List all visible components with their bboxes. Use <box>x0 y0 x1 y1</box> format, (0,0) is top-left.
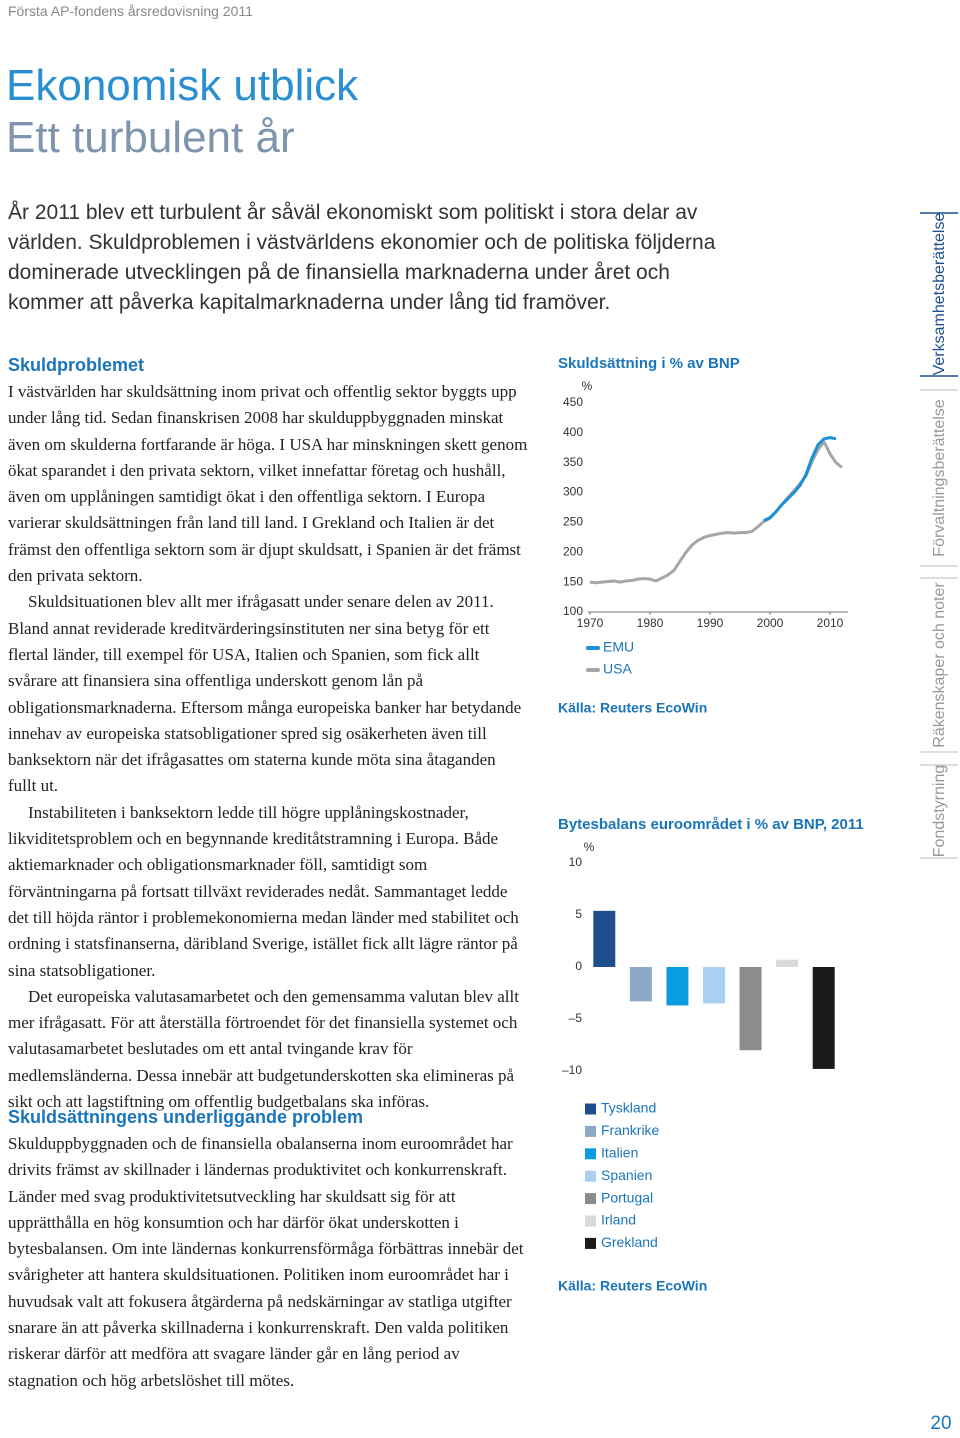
side-navigation: Verksamhetsberättelse Förvaltningsberätt… <box>920 212 958 1434</box>
y-unit: % <box>582 379 593 393</box>
legend-label: Portugal <box>601 1189 653 1205</box>
y-tick-label: 5 <box>575 907 582 921</box>
section: Skuldproblemet I västvärlden har skuldsä… <box>8 353 528 1115</box>
legend-swatch <box>585 1237 596 1249</box>
bar <box>739 967 762 1051</box>
legend-label: EMU <box>603 639 634 655</box>
y-tick-label: 150 <box>563 574 583 588</box>
y-tick-label: –10 <box>562 1063 582 1077</box>
paragraph: Det europeiska valutasamarbetet och den … <box>8 986 519 1112</box>
source: Källa: Reuters EcoWin <box>558 1278 707 1294</box>
x-tick-label: 2010 <box>817 616 844 630</box>
bar <box>703 967 725 1004</box>
y-unit: % <box>584 840 595 854</box>
section-heading: Skuldsättningens underliggande problem <box>8 1107 364 1127</box>
bar <box>812 967 835 1069</box>
y-tick-label: 450 <box>563 395 583 409</box>
y-tick-label: 350 <box>563 455 583 469</box>
legend-swatch <box>585 1193 596 1205</box>
x-tick-label: 2000 <box>757 616 784 630</box>
x-tick-label: 1980 <box>637 616 664 630</box>
legend-swatch <box>585 1148 596 1160</box>
paragraph: Instabiliteten i banksektorn ledde till … <box>8 802 519 980</box>
chart-title: Bytesbalans euroområdet i % av BNP, 2011 <box>558 816 864 833</box>
legend-label: Grekland <box>601 1234 658 1250</box>
legend-swatch <box>585 1103 596 1115</box>
section: Skuldsättningens underliggande problem S… <box>8 1105 528 1394</box>
bar <box>629 967 652 1002</box>
paragraph: Skuldsituationen blev allt mer ifrågasat… <box>8 592 522 796</box>
bar <box>666 967 689 1006</box>
page-number: 20 <box>930 1413 951 1434</box>
source: Källa: Reuters EcoWin <box>558 700 707 716</box>
nav-tab[interactable]: Fondstyrning <box>931 765 948 858</box>
x-tick-label: 1970 <box>577 616 604 630</box>
series-line <box>763 436 837 522</box>
bar <box>776 959 799 967</box>
legend-swatch <box>585 1170 596 1182</box>
legend-label: Irland <box>601 1212 636 1228</box>
bar <box>593 910 616 967</box>
paragraph: I västvärlden har skuldsättning inom pri… <box>8 382 528 586</box>
legend-label: Tyskland <box>601 1100 656 1116</box>
y-tick-label: –5 <box>569 1011 583 1025</box>
legend-swatch <box>585 1215 596 1227</box>
page-title: Ekonomisk utblick <box>6 61 359 110</box>
y-tick-label: 0 <box>575 959 582 973</box>
y-tick-label: 400 <box>563 425 583 439</box>
page-subtitle: Ett turbulent år <box>6 113 295 162</box>
nav-tab[interactable]: Förvaltningsberättelse <box>931 399 948 557</box>
y-tick-label: 10 <box>569 855 583 869</box>
y-tick-label: 300 <box>563 485 583 499</box>
publication-header: Första AP-fondens årsredovisning 2011 <box>8 3 253 19</box>
y-tick-label: 100 <box>563 604 583 618</box>
y-tick-label: 200 <box>563 544 583 558</box>
section-heading: Skuldproblemet <box>8 355 145 375</box>
x-tick-label: 1990 <box>697 616 724 630</box>
legend-label: Italien <box>601 1145 638 1161</box>
legend-swatch <box>585 1125 596 1137</box>
charts: Skuldsättning i % av BNP%100150200250300… <box>558 355 864 1294</box>
series-line <box>589 440 843 585</box>
y-tick-label: 250 <box>563 515 583 529</box>
paragraph: Skulduppbyggnaden och de finansiella oba… <box>8 1134 524 1390</box>
chart-title: Skuldsättning i % av BNP <box>558 355 740 372</box>
legend-label: Frankrike <box>601 1122 660 1138</box>
nav-tab-active[interactable]: Verksamhetsberättelse <box>931 213 948 376</box>
legend-label: USA <box>603 661 632 677</box>
lead-paragraph: År 2011 blev ett turbulent år såväl ekon… <box>8 201 716 314</box>
legend-label: Spanien <box>601 1167 652 1183</box>
nav-tab[interactable]: Räkenskaper och noter <box>931 582 948 748</box>
